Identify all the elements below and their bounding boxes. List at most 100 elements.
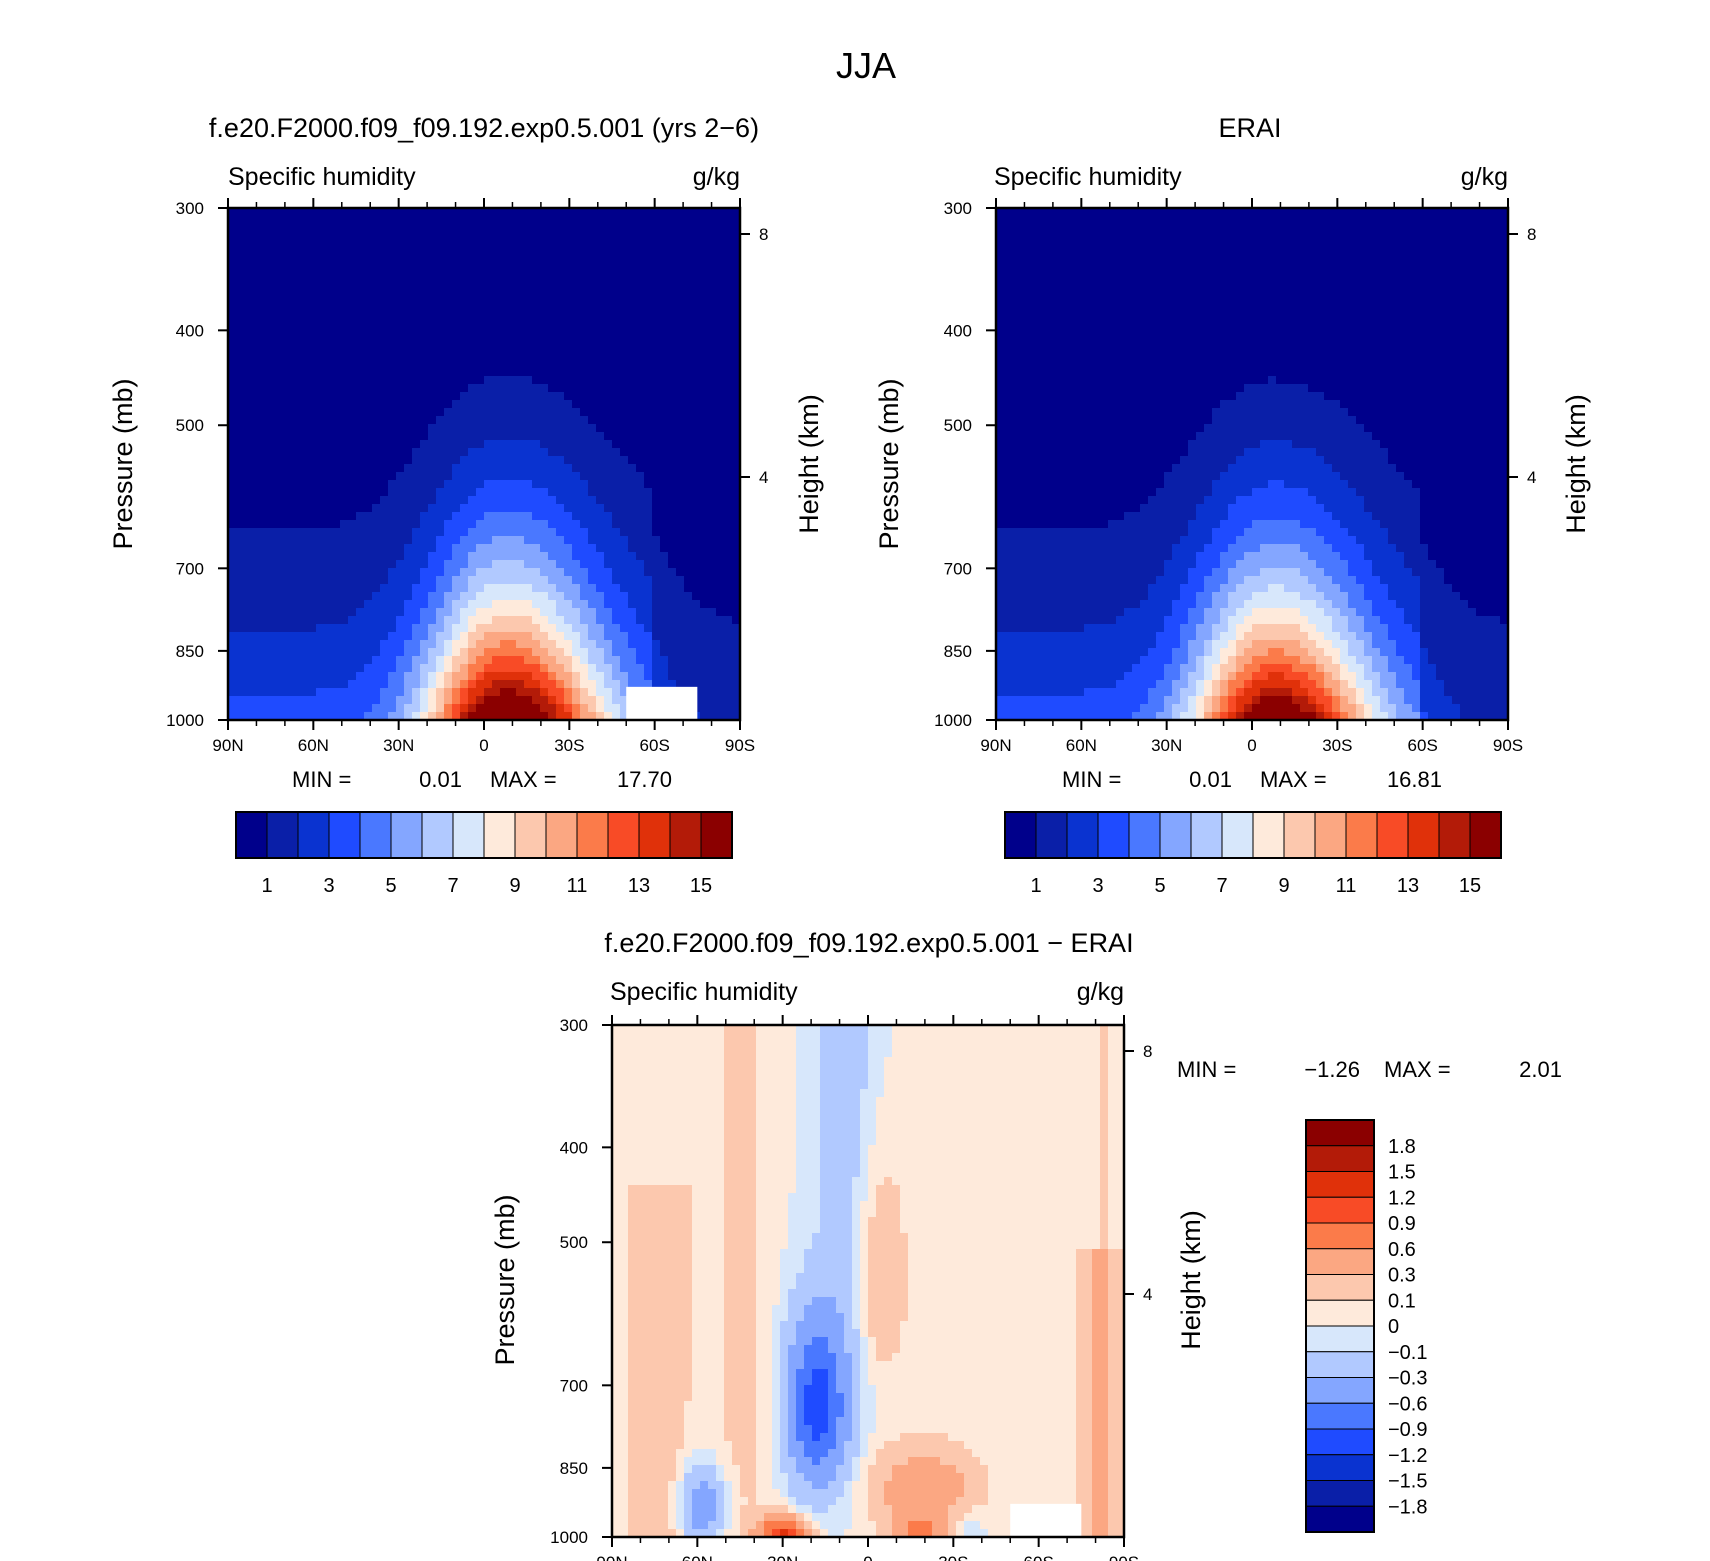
contour-cell [324, 240, 333, 249]
contour-cell [660, 208, 669, 217]
contour-cell [444, 440, 453, 449]
contour-cell [420, 568, 429, 577]
contour-cell [540, 248, 549, 257]
contour-cell [708, 424, 717, 433]
contour-cell [676, 656, 685, 665]
contour-cell [732, 248, 741, 257]
contour-cell [1036, 232, 1045, 241]
contour-cell [1052, 272, 1061, 281]
contour-cell [676, 408, 685, 417]
contour-cell [340, 520, 349, 529]
contour-cell [596, 472, 605, 481]
contour-cell [596, 616, 605, 625]
contour-cell [444, 584, 453, 593]
contour-cell [540, 280, 549, 289]
contour-cell [572, 400, 581, 409]
contour-cell [732, 312, 741, 321]
contour-cell [444, 432, 453, 441]
contour-cell [236, 248, 245, 257]
contour-cell [348, 696, 357, 705]
contour-cell [716, 464, 725, 473]
contour-cell [1100, 304, 1109, 313]
contour-cell [420, 696, 429, 705]
contour-cell [492, 560, 501, 569]
contour-cell [348, 232, 357, 241]
contour-cell [1316, 272, 1325, 281]
contour-cell [1308, 248, 1317, 257]
contour-cell [540, 304, 549, 313]
contour-cell [228, 464, 237, 473]
contour-cell [660, 640, 669, 649]
contour-cell [1180, 248, 1189, 257]
contour-cell [372, 224, 381, 233]
contour-cell [236, 536, 245, 545]
contour-cell [700, 400, 709, 409]
contour-cell [356, 680, 365, 689]
contour-cell [700, 208, 709, 217]
contour-cell [236, 232, 245, 241]
contour-cell [724, 528, 733, 537]
contour-cell [620, 608, 629, 617]
contour-cell [1212, 272, 1221, 281]
contour-cell [732, 592, 741, 601]
contour-cell [308, 208, 317, 217]
contour-cell [236, 704, 245, 713]
contour-cell [340, 704, 349, 713]
contour-cell [1260, 264, 1269, 273]
contour-cell [396, 648, 405, 657]
contour-cell [556, 560, 565, 569]
contour-cell [492, 400, 501, 409]
contour-cell [500, 304, 509, 313]
contour-cell [260, 624, 269, 633]
contour-cell [492, 384, 501, 393]
contour-cell [436, 304, 445, 313]
contour-cell [260, 544, 269, 553]
contour-cell [668, 512, 677, 521]
contour-cell [428, 448, 437, 457]
contour-cell [620, 312, 629, 321]
contour-cell [268, 416, 277, 425]
contour-cell [524, 464, 533, 473]
contour-cell [708, 576, 717, 585]
contour-cell [1172, 240, 1181, 249]
contour-cell [500, 248, 509, 257]
contour-cell [460, 496, 469, 505]
contour-cell [412, 536, 421, 545]
contour-cell [404, 368, 413, 377]
contour-cell [1028, 288, 1037, 297]
contour-cell [652, 552, 661, 561]
contour-cell [228, 648, 237, 657]
contour-cell [604, 696, 613, 705]
contour-cell [292, 224, 301, 233]
contour-cell [508, 584, 517, 593]
y2-axis-title: Height (km) [794, 394, 824, 534]
contour-cell [532, 424, 541, 433]
contour-cell [252, 352, 261, 361]
contour-cell [420, 328, 429, 337]
contour-cell [700, 504, 709, 513]
contour-cell [308, 216, 317, 225]
contour-cell [444, 632, 453, 641]
contour-cell [724, 240, 733, 249]
contour-cell [1436, 280, 1445, 289]
contour-cell [628, 560, 637, 569]
contour-cell [732, 704, 741, 713]
contour-cell [340, 656, 349, 665]
contour-cell [548, 672, 557, 681]
colorbar-box [235, 811, 268, 859]
contour-cell [1156, 288, 1165, 297]
contour-cell [660, 352, 669, 361]
contour-cell [364, 432, 373, 441]
contour-cell [380, 648, 389, 657]
contour-cell [508, 712, 517, 721]
contour-cell [668, 256, 677, 265]
contour-cell [324, 688, 333, 697]
contour-cell [380, 344, 389, 353]
contour-cell [332, 672, 341, 681]
contour-cell [508, 304, 517, 313]
contour-cell [644, 304, 653, 313]
contour-cell [684, 456, 693, 465]
contour-cell [572, 328, 581, 337]
contour-cell [380, 496, 389, 505]
contour-cell [612, 456, 621, 465]
